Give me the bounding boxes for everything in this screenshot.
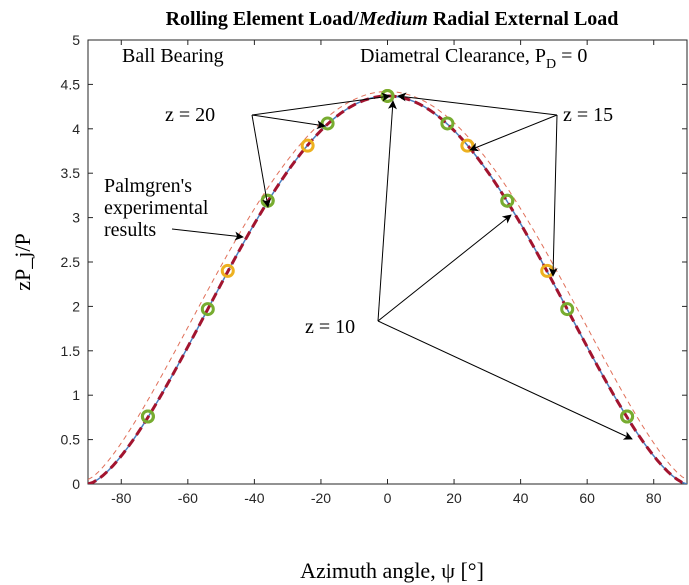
- clearance-label: Diametral Clearance, PD = 0: [360, 45, 587, 72]
- palmgren-curve: [88, 94, 687, 484]
- x-tick-label: 60: [579, 490, 595, 506]
- palmgren-line-2: experimental: [104, 197, 209, 219]
- arrow-z20-c: [251, 114, 272, 208]
- x-tick-label: 80: [646, 490, 662, 506]
- arrow-z20-a: [251, 114, 326, 130]
- data-point: [620, 409, 635, 424]
- x-tick-label: -40: [244, 490, 264, 506]
- title-emphasis: Medium: [358, 8, 428, 30]
- clearance-subscript: D: [546, 57, 556, 72]
- data-markers: [140, 88, 635, 424]
- arrow-z15-a: [397, 92, 558, 116]
- data-point: [220, 263, 235, 278]
- title-suffix: Radial External Load: [428, 8, 619, 30]
- chart-title: Rolling Element Load/Medium Radial Exter…: [166, 8, 619, 30]
- arrow-palmgren: [171, 228, 244, 241]
- data-point: [440, 116, 455, 131]
- y-tick-label: 0.5: [61, 432, 81, 448]
- data-point: [560, 302, 575, 317]
- x-tick-label: 0: [384, 490, 392, 506]
- y-tick-label: 1.5: [61, 343, 81, 359]
- theory-curve: [88, 95, 687, 484]
- arrow-z10-c: [377, 320, 633, 440]
- arrow-z15-b: [469, 114, 558, 152]
- title-prefix: Rolling Element Load/: [166, 8, 360, 30]
- y-tick-label: 4: [72, 121, 80, 137]
- z20-label: z = 20: [165, 104, 215, 126]
- arrow-z15-c: [548, 114, 558, 277]
- y-tick-label: 3: [72, 210, 80, 226]
- z15-label: z = 15: [563, 104, 613, 126]
- ball-bearing-label: Ball Bearing: [122, 45, 224, 67]
- axis-ticks: -80 -60 -40 -20 0 20 40 60 80 0 0.5 1 1.5 2 2.5 3 3.5 4 4.…: [61, 32, 687, 506]
- y-axis-label: zP_j/P: [10, 233, 35, 290]
- y-tick-label: 2: [72, 298, 80, 314]
- x-tick-label: -80: [111, 490, 131, 506]
- data-point: [200, 302, 215, 317]
- x-axis-label: Azimuth angle, ψ [°]: [300, 558, 484, 583]
- palmgren-line-3: results: [104, 219, 156, 241]
- x-tick-label: 40: [513, 490, 529, 506]
- y-tick-label: 1: [72, 387, 80, 403]
- y-tick-label: 5: [72, 32, 80, 48]
- arrow-z10-a: [377, 100, 397, 322]
- y-tick-label: 0: [72, 476, 80, 492]
- data-point: [300, 138, 315, 153]
- clearance-suffix: = 0: [556, 45, 587, 67]
- arrow-z20-b: [251, 92, 391, 116]
- y-tick-label: 2.5: [61, 254, 81, 270]
- y-tick-label: 3.5: [61, 165, 81, 181]
- palmgren-line-1: Palmgren's: [104, 175, 192, 197]
- clearance-prefix: Diametral Clearance, P: [360, 45, 546, 67]
- x-tick-label: 20: [446, 490, 462, 506]
- y-tick-label: 4.5: [61, 76, 81, 92]
- data-point: [500, 193, 515, 208]
- x-tick-label: -60: [178, 490, 198, 506]
- annotation-arrows: [171, 92, 633, 440]
- data-point: [140, 409, 155, 424]
- light-curve: [88, 91, 687, 480]
- x-tick-label: -20: [311, 490, 331, 506]
- arrow-z10-b: [377, 214, 512, 322]
- z10-label: z = 10: [305, 316, 355, 338]
